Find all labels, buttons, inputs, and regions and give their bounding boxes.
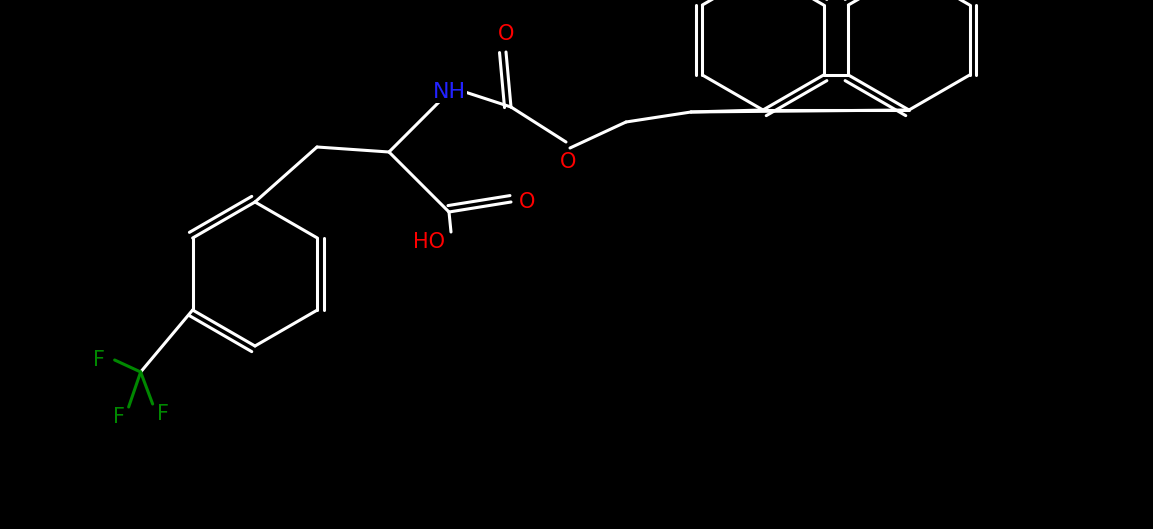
Text: O: O (498, 24, 514, 44)
Text: O: O (519, 192, 535, 212)
Text: F: F (92, 350, 105, 370)
Text: F: F (113, 407, 125, 427)
Text: HO: HO (413, 232, 445, 252)
Text: O: O (560, 152, 576, 172)
Text: NH: NH (432, 82, 466, 102)
Text: F: F (157, 404, 168, 424)
